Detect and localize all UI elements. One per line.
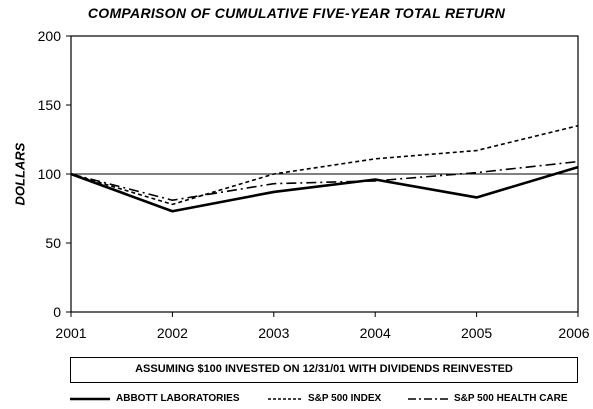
x-tick-label: 2005 [461,325,492,341]
legend-label: S&P 500 INDEX [308,393,382,404]
x-tick-label: 2001 [55,325,86,341]
y-tick-label: 150 [38,97,62,113]
legend-label: S&P 500 HEALTH CARE [454,393,568,404]
legend-label: ABBOTT LABORATORIES [116,393,240,404]
legend-item-sp500-health: S&P 500 HEALTH CARE [408,393,568,404]
series-line-solid [70,165,579,213]
series-line-dashed [70,124,579,206]
x-tick-label: 2003 [258,325,289,341]
x-tick-label: 2006 [558,325,589,341]
chart-title: COMPARISON OF CUMULATIVE FIVE-YEAR TOTAL… [87,5,506,21]
series-line-dashdot [70,160,579,202]
assumption-note: ASSUMING $100 INVESTED ON 12/31/01 WITH … [70,357,578,383]
x-tick-label: 2004 [360,325,391,341]
chart-legend: ABBOTT LABORATORIES S&P 500 INDEX S&P 50… [0,393,593,407]
legend-swatch-solid [70,397,110,400]
y-tick-label: 200 [38,28,62,44]
y-tick-label: 0 [53,304,61,320]
x-tick-label: 2002 [157,325,188,341]
legend-swatch-dashdot [408,397,448,400]
legend-item-abbott: ABBOTT LABORATORIES [70,393,240,404]
legend-item-sp500: S&P 500 INDEX [268,393,381,404]
y-tick-label: 50 [45,235,61,251]
legend-swatch-dashed [268,397,302,400]
y-tick-label: 100 [38,166,62,182]
